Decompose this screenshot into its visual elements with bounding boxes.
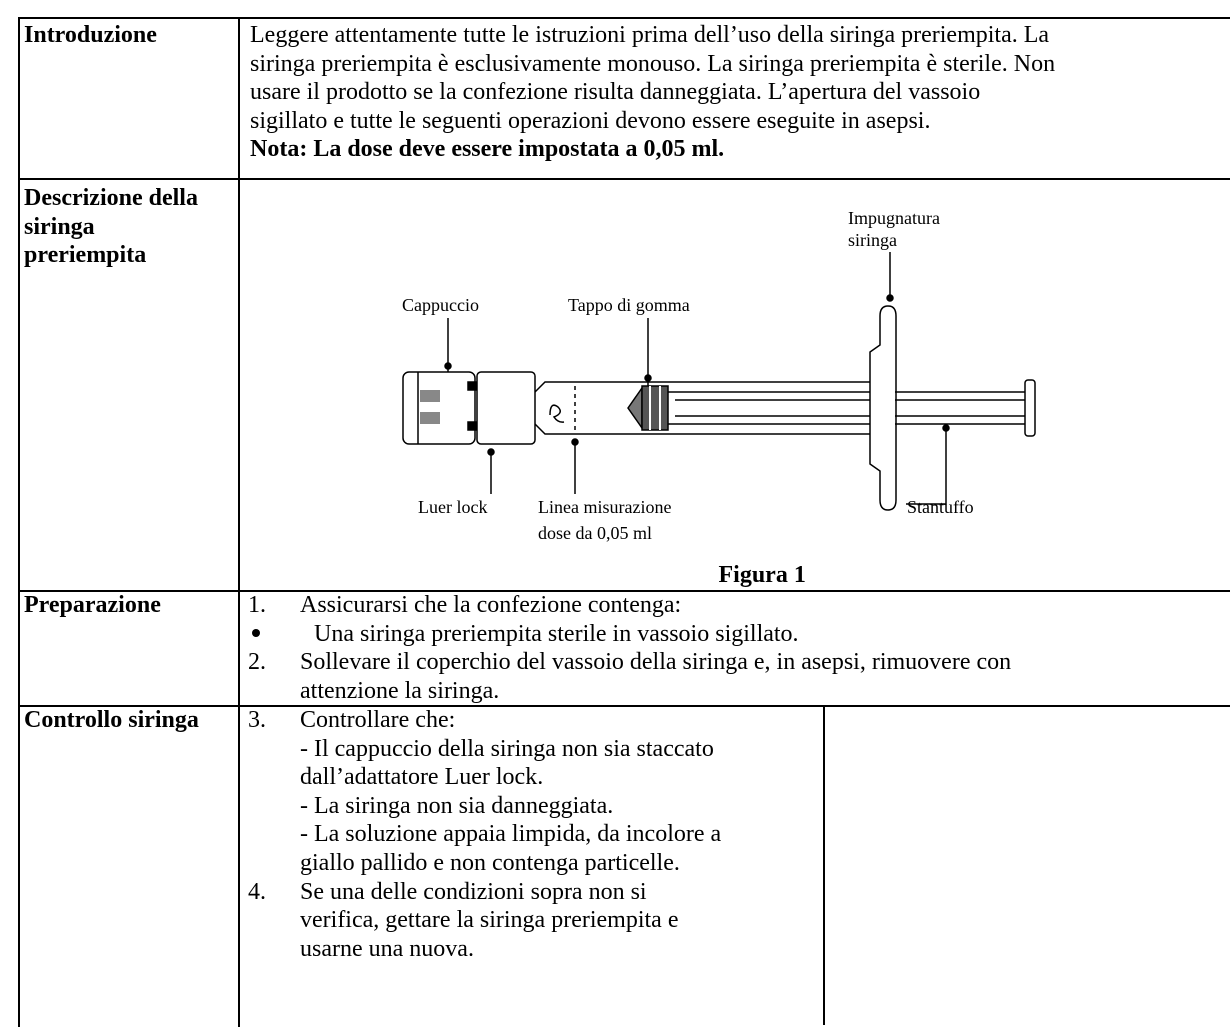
cap xyxy=(402,371,476,445)
paragraph-line: usare il prodotto se la confezione risul… xyxy=(250,79,981,106)
cap-detail xyxy=(467,381,477,391)
list-text: giallo pallido e non contenga particelle… xyxy=(300,850,680,876)
luer-lock xyxy=(476,371,536,445)
leader-dot xyxy=(886,294,894,302)
list-text: dall’adattatore Luer lock. xyxy=(300,764,544,791)
paragraph-line: Leggere attentamente tutte le istruzioni… xyxy=(250,22,1050,48)
leader-dot xyxy=(571,438,579,446)
cap-detail xyxy=(420,412,440,424)
paragraph-line: siringa preriempita è esclusivamente mon… xyxy=(250,50,1056,77)
table-border xyxy=(18,17,1230,19)
bullet xyxy=(252,629,260,637)
leader-dot xyxy=(942,424,950,432)
plunger-rod xyxy=(895,391,1025,425)
list-text: Sollevare il coperchio del vassoio della… xyxy=(300,649,1012,676)
leader-dot xyxy=(487,448,495,456)
leader-line xyxy=(906,428,947,505)
figure-label: Stantuffo xyxy=(907,497,974,517)
figure-label: dose da 0,05 ml xyxy=(538,523,652,543)
list-marker: 1. xyxy=(248,592,266,618)
row-border xyxy=(18,590,1230,592)
plunger-end xyxy=(1024,379,1036,437)
list-text: - La siringa non sia danneggiata. xyxy=(300,792,614,819)
barrel-mark xyxy=(549,404,565,423)
note: Nota: La dose deve essere impostata a 0,… xyxy=(250,136,725,163)
figure-label: Impugnatura xyxy=(848,208,940,228)
list-marker: 2. xyxy=(248,649,266,676)
column-border xyxy=(823,705,825,1025)
stopper xyxy=(641,385,669,431)
figure-caption: Figura 1 xyxy=(718,562,806,588)
figure-label: Linea misurazione xyxy=(538,497,672,517)
figure-label: Luer lock xyxy=(418,497,488,517)
leader-dot xyxy=(644,374,652,382)
cap-detail xyxy=(420,390,440,402)
figure-label: siringa xyxy=(848,230,897,250)
list-text: Controllare che: xyxy=(300,707,456,733)
list-text: - Il cappuccio della siringa non sia sta… xyxy=(300,735,714,762)
list-text: verifica, gettare la siringa preriempita… xyxy=(300,907,679,934)
figure-label: Cappuccio xyxy=(402,295,479,315)
row-label: Introduzione xyxy=(24,22,157,48)
stopper-tip xyxy=(627,385,643,431)
leader-dot xyxy=(444,362,452,370)
row-label: siringa xyxy=(24,213,95,240)
list-marker: 4. xyxy=(248,878,266,905)
list-text: Una siringa preriempita sterile in vasso… xyxy=(314,620,799,647)
grip xyxy=(869,305,897,511)
cap-detail xyxy=(467,421,477,431)
row-border xyxy=(18,178,1230,180)
list-text: Assicurarsi che la confezione contenga: xyxy=(300,592,682,618)
row-border xyxy=(18,705,1230,707)
list-text: Se una delle condizioni sopra non si xyxy=(300,878,647,905)
row-label: Descrizione della xyxy=(24,185,198,211)
list-text: attenzione la siringa. xyxy=(300,677,500,704)
paragraph-line: sigillato e tutte le seguenti operazioni… xyxy=(250,107,931,134)
list-marker: 3. xyxy=(248,707,266,733)
barrel xyxy=(534,381,870,435)
plunger-rod xyxy=(668,391,870,425)
figure-label: Tappo di gomma xyxy=(568,295,690,315)
table-border xyxy=(18,17,20,1027)
row-label: Preparazione xyxy=(24,592,161,618)
list-text: - La soluzione appaia limpida, da incolo… xyxy=(300,821,722,848)
row-label: Controllo siringa xyxy=(24,707,199,733)
column-border xyxy=(238,17,240,1027)
row-label: preriempita xyxy=(24,242,147,269)
list-text: usarne una nuova. xyxy=(300,935,474,962)
